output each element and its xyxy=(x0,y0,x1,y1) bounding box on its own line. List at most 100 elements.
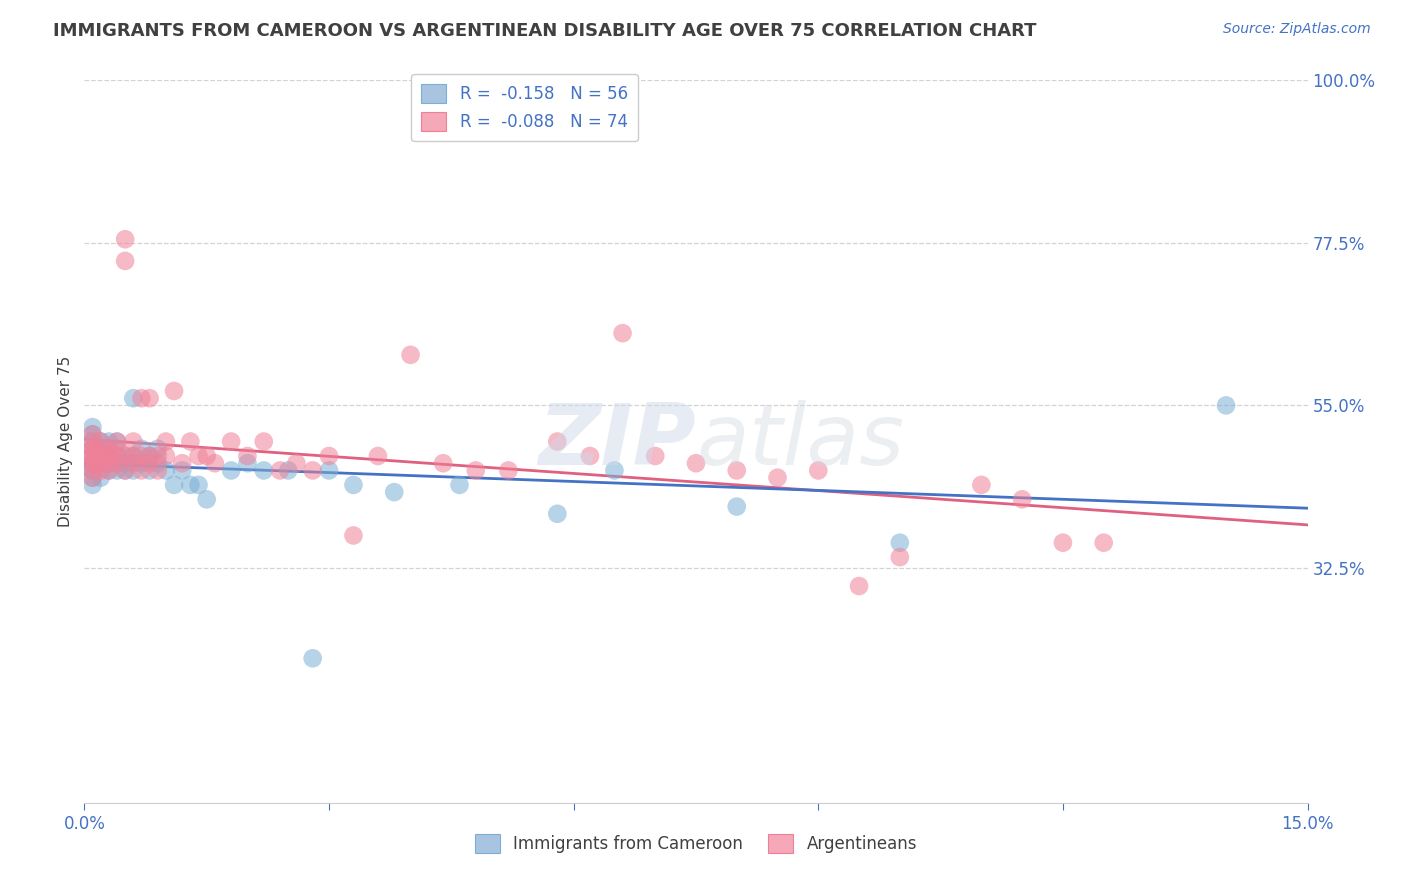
Point xyxy=(82,434,104,449)
Point xyxy=(114,449,136,463)
Point xyxy=(82,449,104,463)
Point xyxy=(219,463,242,477)
Point xyxy=(90,442,112,456)
Point xyxy=(725,500,748,514)
Point xyxy=(82,442,104,456)
Point xyxy=(889,535,911,549)
Point xyxy=(138,449,160,463)
Point xyxy=(82,442,104,456)
Point xyxy=(179,434,201,449)
Point xyxy=(449,478,471,492)
Point xyxy=(82,470,104,484)
Point xyxy=(122,434,145,449)
Point xyxy=(432,456,454,470)
Point xyxy=(367,449,389,463)
Point xyxy=(766,470,789,484)
Point xyxy=(114,456,136,470)
Point xyxy=(204,456,226,470)
Point xyxy=(131,456,153,470)
Point xyxy=(146,456,169,470)
Point xyxy=(155,434,177,449)
Point xyxy=(90,456,112,470)
Point xyxy=(612,326,634,340)
Point xyxy=(82,470,104,484)
Point xyxy=(97,463,120,477)
Point xyxy=(848,579,870,593)
Point xyxy=(97,449,120,463)
Point xyxy=(90,456,112,470)
Point xyxy=(236,449,259,463)
Point xyxy=(105,442,128,456)
Point xyxy=(301,651,323,665)
Point xyxy=(90,449,112,463)
Point xyxy=(172,456,194,470)
Point xyxy=(285,456,308,470)
Point xyxy=(122,463,145,477)
Point xyxy=(97,442,120,456)
Point xyxy=(1092,535,1115,549)
Point xyxy=(82,449,104,463)
Point xyxy=(105,449,128,463)
Point xyxy=(90,442,112,456)
Point xyxy=(105,449,128,463)
Point xyxy=(82,463,104,477)
Point xyxy=(546,507,568,521)
Point xyxy=(97,434,120,449)
Point xyxy=(163,384,186,398)
Point xyxy=(82,427,104,442)
Point xyxy=(82,449,104,463)
Point xyxy=(970,478,993,492)
Point xyxy=(146,442,169,456)
Text: atlas: atlas xyxy=(696,400,904,483)
Point xyxy=(318,449,340,463)
Point xyxy=(1011,492,1033,507)
Legend: Immigrants from Cameroon, Argentineans: Immigrants from Cameroon, Argentineans xyxy=(468,827,924,860)
Point xyxy=(301,463,323,477)
Point xyxy=(195,492,218,507)
Point xyxy=(97,442,120,456)
Point xyxy=(114,463,136,477)
Point xyxy=(399,348,422,362)
Point xyxy=(138,449,160,463)
Point xyxy=(219,434,242,449)
Text: ZIP: ZIP xyxy=(538,400,696,483)
Point xyxy=(172,463,194,477)
Point xyxy=(1052,535,1074,549)
Point xyxy=(138,391,160,405)
Point xyxy=(82,456,104,470)
Point xyxy=(97,456,120,470)
Point xyxy=(155,449,177,463)
Point xyxy=(498,463,520,477)
Point xyxy=(725,463,748,477)
Point xyxy=(97,449,120,463)
Point xyxy=(685,456,707,470)
Point xyxy=(187,478,209,492)
Point xyxy=(464,463,486,477)
Point xyxy=(90,434,112,449)
Point xyxy=(342,528,364,542)
Point xyxy=(138,456,160,470)
Point xyxy=(195,449,218,463)
Point xyxy=(82,463,104,477)
Point xyxy=(82,427,104,442)
Point xyxy=(579,449,602,463)
Point xyxy=(122,391,145,405)
Point xyxy=(269,463,291,477)
Point xyxy=(146,449,169,463)
Point xyxy=(105,456,128,470)
Point xyxy=(97,463,120,477)
Point xyxy=(122,456,145,470)
Point xyxy=(603,463,626,477)
Point xyxy=(82,434,104,449)
Point xyxy=(90,434,112,449)
Point xyxy=(122,449,145,463)
Point xyxy=(131,463,153,477)
Point xyxy=(105,456,128,470)
Point xyxy=(97,449,120,463)
Point xyxy=(318,463,340,477)
Point xyxy=(90,463,112,477)
Point xyxy=(187,449,209,463)
Point xyxy=(277,463,299,477)
Point xyxy=(97,456,120,470)
Point xyxy=(138,463,160,477)
